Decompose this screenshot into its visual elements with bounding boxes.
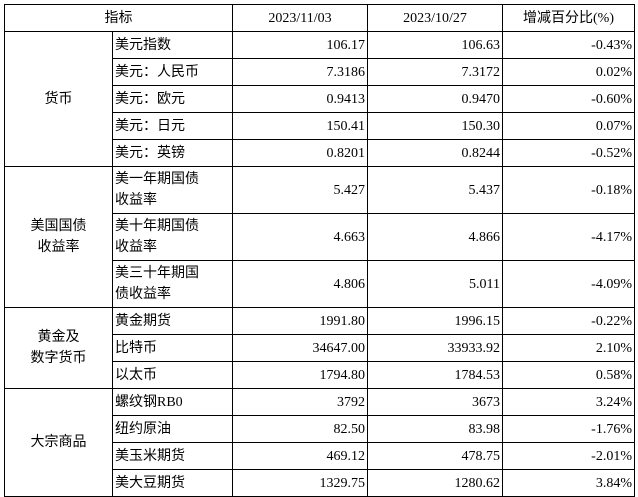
value-previous-cell: 0.8244 xyxy=(367,139,503,167)
value-previous-cell: 7.3172 xyxy=(367,58,503,86)
value-current-cell: 5.427 xyxy=(232,166,368,214)
table-row: 美元：欧元 0.9413 0.9470 -0.60% xyxy=(5,85,635,113)
table-row: 美元：英镑 0.8201 0.8244 -0.52% xyxy=(5,139,635,167)
value-current-cell: 3792 xyxy=(232,388,368,416)
value-previous-cell: 5.437 xyxy=(367,166,503,214)
value-current-cell: 1991.80 xyxy=(232,307,368,335)
table-row: 黄金及 数字货币 黄金期货 1991.80 1996.15 -0.22% xyxy=(4,307,635,389)
indicator-name-cell: 螺纹钢RB0 xyxy=(112,388,233,416)
value-current-cell: 0.8201 xyxy=(232,139,368,167)
indicator-name-cell: 美三十年期国 债收益率 xyxy=(112,260,233,308)
change-percent-cell: 0.07% xyxy=(502,112,635,140)
change-percent-cell: -4.17% xyxy=(502,213,635,261)
table-row: 美国国债 收益率 美一年期国债 收益率 5.427 5.437 -0.18% xyxy=(4,166,635,308)
change-percent-cell: 2.10% xyxy=(502,334,635,362)
change-percent-cell: -1.76% xyxy=(502,415,635,443)
value-previous-cell: 478.75 xyxy=(367,442,503,470)
category-cell: 大宗商品 xyxy=(4,388,113,497)
value-current-cell: 4.806 xyxy=(232,260,368,308)
change-percent-cell: -0.22% xyxy=(502,307,635,335)
value-current-cell: 469.12 xyxy=(232,442,368,470)
category-cell: 美国国债 收益率 xyxy=(4,166,113,308)
header-date-current: 2023/11/03 xyxy=(232,4,368,32)
header-row: 指标 2023/11/03 2023/10/27 增减百分比(%) xyxy=(4,4,635,32)
header-date-previous: 2023/10/27 xyxy=(367,4,503,32)
change-percent-cell: -0.18% xyxy=(502,166,635,214)
indicator-name-cell: 美十年期国债 收益率 xyxy=(112,213,233,261)
value-previous-cell: 0.9470 xyxy=(367,85,503,113)
value-previous-cell: 33933.92 xyxy=(367,334,503,362)
value-previous-cell: 83.98 xyxy=(367,415,503,443)
indicator-name-cell: 美元：英镑 xyxy=(112,139,233,167)
indicator-name-cell: 纽约原油 xyxy=(112,415,233,443)
table-row: 以太币 1794.80 1784.53 0.58% xyxy=(5,361,635,389)
indicator-name-cell: 美一年期国债 收益率 xyxy=(112,166,233,214)
value-current-cell: 82.50 xyxy=(232,415,368,443)
change-percent-cell: -4.09% xyxy=(502,260,635,308)
indicator-name-cell: 美大豆期货 xyxy=(112,469,233,497)
change-percent-cell: -2.01% xyxy=(502,442,635,470)
table-row: 比特币 34647.00 33933.92 2.10% xyxy=(5,334,635,362)
value-previous-cell: 106.63 xyxy=(367,31,503,59)
table-row: 美元：人民币 7.3186 7.3172 0.02% xyxy=(5,58,635,86)
value-previous-cell: 5.011 xyxy=(367,260,503,308)
category-cell: 黄金及 数字货币 xyxy=(4,307,113,389)
change-percent-cell: 0.58% xyxy=(502,361,635,389)
category-cell: 货币 xyxy=(4,31,113,167)
value-previous-cell: 4.866 xyxy=(367,213,503,261)
table-row: 美元：日元 150.41 150.30 0.07% xyxy=(5,112,635,140)
value-current-cell: 1794.80 xyxy=(232,361,368,389)
change-percent-cell: -0.43% xyxy=(502,31,635,59)
header-change-percent: 增减百分比(%) xyxy=(502,4,635,32)
indicator-name-cell: 美玉米期货 xyxy=(112,442,233,470)
value-previous-cell: 150.30 xyxy=(367,112,503,140)
table-row: 美十年期国债 收益率 4.663 4.866 -4.17% xyxy=(5,213,635,261)
change-percent-cell: -0.52% xyxy=(502,139,635,167)
change-percent-cell: -0.60% xyxy=(502,85,635,113)
indicator-name-cell: 美元：欧元 xyxy=(112,85,233,113)
indicator-name-cell: 以太币 xyxy=(112,361,233,389)
indicators-table: 指标 2023/11/03 2023/10/27 增减百分比(%) 货币 美元指数… xyxy=(4,4,635,497)
value-previous-cell: 1784.53 xyxy=(367,361,503,389)
table-row: 美玉米期货 469.12 478.75 -2.01% xyxy=(5,442,635,470)
value-current-cell: 34647.00 xyxy=(232,334,368,362)
change-percent-cell: 0.02% xyxy=(502,58,635,86)
header-indicator: 指标 xyxy=(4,4,233,32)
indicator-name-cell: 美元：日元 xyxy=(112,112,233,140)
value-current-cell: 150.41 xyxy=(232,112,368,140)
value-current-cell: 106.17 xyxy=(232,31,368,59)
value-current-cell: 7.3186 xyxy=(232,58,368,86)
value-previous-cell: 1996.15 xyxy=(367,307,503,335)
indicator-name-cell: 美元：人民币 xyxy=(112,58,233,86)
value-current-cell: 1329.75 xyxy=(232,469,368,497)
value-previous-cell: 1280.62 xyxy=(367,469,503,497)
indicator-name-cell: 美元指数 xyxy=(112,31,233,59)
table-row: 大宗商品 螺纹钢RB0 3792 3673 3.24% xyxy=(4,388,635,497)
table-body: 货币 美元指数 106.17 106.63 -0.43% 美元：人民币 7.3186 7.31… xyxy=(4,31,635,497)
indicator-name-cell: 比特币 xyxy=(112,334,233,362)
change-percent-cell: 3.84% xyxy=(502,469,635,497)
table-row: 货币 美元指数 106.17 106.63 -0.43% xyxy=(4,31,635,167)
value-current-cell: 4.663 xyxy=(232,213,368,261)
change-percent-cell: 3.24% xyxy=(502,388,635,416)
indicator-name-cell: 黄金期货 xyxy=(112,307,233,335)
value-current-cell: 0.9413 xyxy=(232,85,368,113)
table-row: 纽约原油 82.50 83.98 -1.76% xyxy=(5,415,635,443)
value-previous-cell: 3673 xyxy=(367,388,503,416)
